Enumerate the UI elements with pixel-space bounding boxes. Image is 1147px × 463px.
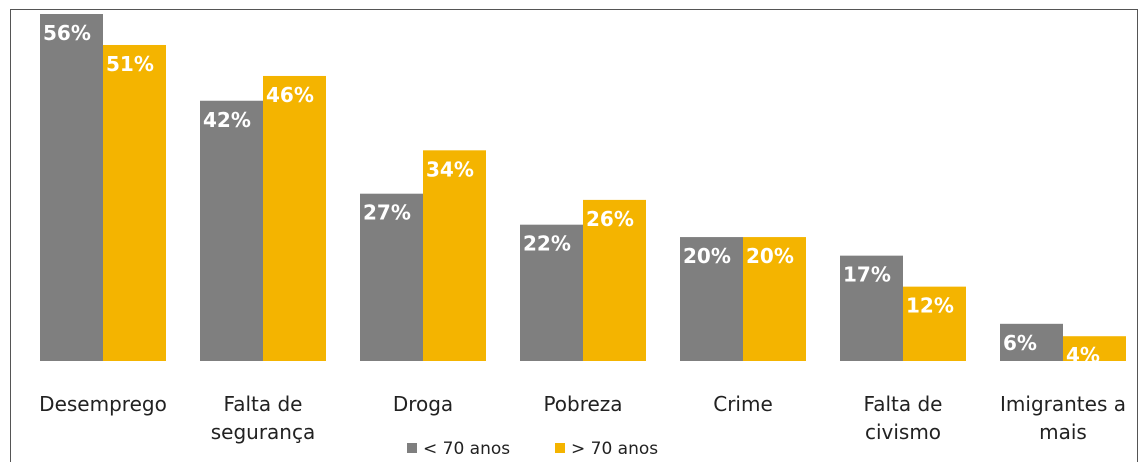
category-labels-group: Desemprego Falta de segurança Droga Pobreza C… xyxy=(39,392,1126,444)
bar-value-label: 46% xyxy=(266,83,314,107)
bar-value-label: 17% xyxy=(843,263,891,287)
category-label: Falta de xyxy=(224,392,303,416)
category-label: Crime xyxy=(713,392,773,416)
bar-under-70-6 xyxy=(1000,323,1063,361)
bar-over-70-1 xyxy=(263,75,326,361)
category-label: Imigrantes a xyxy=(1000,392,1126,416)
bar-over-70-0 xyxy=(103,44,166,361)
bar-over-70-3 xyxy=(583,199,646,361)
legend-swatch-under-70 xyxy=(407,443,417,453)
bar-value-label: 4% xyxy=(1066,343,1100,367)
bar-value-label: 42% xyxy=(203,108,251,132)
bars-group xyxy=(40,14,1126,361)
bar-over-70-4 xyxy=(743,237,806,361)
bar-over-70-5 xyxy=(903,286,966,361)
bar-under-70-2 xyxy=(360,193,423,361)
category-label: Droga xyxy=(393,392,453,416)
bar-over-70-6 xyxy=(1063,336,1126,361)
category-label: Falta de xyxy=(864,392,943,416)
bar-labels-group: 56% 51% 42% 46% 27% 34% 22% 26% 20% 20% 17% 12% 6% 4% xyxy=(43,21,1100,367)
bar-over-70-2 xyxy=(423,150,486,361)
category-label: segurança xyxy=(211,420,316,444)
category-label: mais xyxy=(1039,420,1087,444)
category-label: Pobreza xyxy=(543,392,622,416)
legend: < 70 anos > 70 anos xyxy=(407,439,658,459)
bar-value-label: 20% xyxy=(746,244,794,268)
bar-value-label: 26% xyxy=(586,207,634,231)
bar-value-label: 34% xyxy=(426,157,474,181)
bar-value-label: 6% xyxy=(1003,331,1037,355)
bar-under-70-4 xyxy=(680,237,743,361)
bar-value-label: 12% xyxy=(906,294,954,318)
bar-under-70-3 xyxy=(520,224,583,361)
category-label: Desemprego xyxy=(39,392,167,416)
bar-value-label: 20% xyxy=(683,244,731,268)
legend-label-under-70: < 70 anos xyxy=(423,439,510,459)
bar-value-label: 22% xyxy=(523,232,571,256)
legend-swatch-over-70 xyxy=(555,443,565,453)
bar-value-label: 27% xyxy=(363,201,411,225)
legend-label-over-70: > 70 anos xyxy=(571,439,658,459)
bar-value-label: 51% xyxy=(106,52,154,76)
bar-under-70-1 xyxy=(200,100,263,361)
category-label: civismo xyxy=(865,420,941,444)
bar-under-70-5 xyxy=(840,255,903,361)
bar-value-label: 56% xyxy=(43,21,91,45)
bar-under-70-0 xyxy=(40,14,103,361)
